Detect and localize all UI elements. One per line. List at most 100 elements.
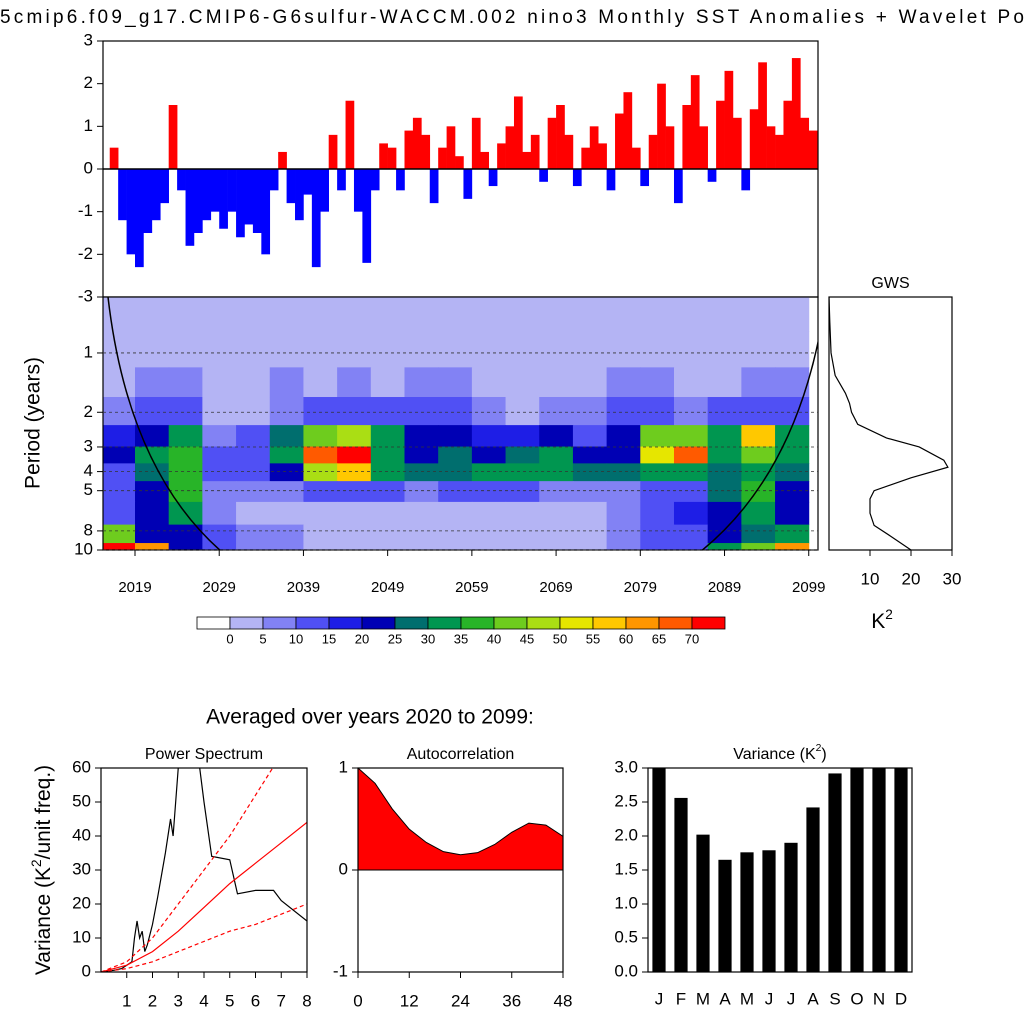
- power-cell: [337, 543, 372, 550]
- colorbar-box: [559, 616, 594, 630]
- figure-title: 5cmip6.f09_g17.CMIP6-G6sulfur-WACCM.002 …: [0, 7, 1024, 28]
- y-tick-label: 40: [72, 825, 91, 844]
- x-tick-label: 4: [199, 991, 208, 1010]
- colorbar-box: [328, 616, 363, 630]
- x-tick-label: 30: [943, 569, 962, 588]
- y-tick-label: 0.5: [614, 927, 638, 946]
- x-axis-label-sup: 2: [885, 607, 893, 622]
- power-cell: [269, 524, 304, 544]
- x-tick-label: N: [873, 989, 885, 1008]
- bar: [118, 169, 127, 221]
- x-tick-label: 3: [174, 991, 183, 1010]
- power-cell: [202, 397, 237, 426]
- power-cell: [606, 481, 641, 503]
- power-cell: [606, 501, 641, 526]
- power-cell: [505, 397, 540, 426]
- x-tick-label: M: [696, 989, 710, 1008]
- power-cell: [471, 543, 507, 550]
- power-cell: [303, 481, 338, 503]
- power-cell: [303, 446, 338, 464]
- x-tick-label: 2059: [455, 579, 488, 596]
- area: [358, 768, 563, 871]
- bar: [471, 117, 481, 169]
- bar: [328, 134, 338, 169]
- power-cell: [168, 481, 203, 503]
- power-cell: [269, 463, 304, 482]
- power-cell: [775, 463, 810, 482]
- colorbar-label: 25: [388, 631, 402, 646]
- x-tick-label: 1: [122, 991, 131, 1010]
- power-cell: [505, 367, 540, 398]
- power-cell: [539, 463, 574, 482]
- power-cell: [775, 331, 810, 368]
- y-tick-label: 20: [72, 893, 91, 912]
- power-cell: [202, 501, 237, 526]
- bar: [219, 169, 228, 229]
- power-cell: [640, 446, 675, 464]
- power-cell: [505, 501, 540, 526]
- y-tick-label: 1: [339, 757, 348, 776]
- power-cell: [236, 446, 271, 464]
- colorbar-box: [262, 616, 297, 630]
- x-tick-label: J: [765, 989, 774, 1008]
- bar: [828, 773, 842, 972]
- power-cell: [404, 297, 439, 332]
- power-cell: [673, 481, 709, 503]
- bar: [718, 859, 732, 972]
- bar: [783, 100, 793, 169]
- x-tick-label: 6: [251, 991, 260, 1010]
- colorbar-label: 5: [259, 631, 266, 646]
- power-cell: [202, 481, 237, 503]
- power-cell: [572, 297, 608, 332]
- power-cell: [505, 331, 540, 368]
- bar: [766, 126, 776, 169]
- y-tick-label: 0.0: [614, 961, 638, 980]
- bar: [699, 126, 708, 169]
- bar: [143, 169, 153, 233]
- power-cell: [337, 397, 372, 426]
- y-axis-label: Period (years): [22, 357, 45, 489]
- x-tick-label: A: [807, 989, 819, 1008]
- power-cell: [103, 481, 136, 503]
- power-cell: [303, 543, 338, 550]
- power-cell: [741, 543, 776, 550]
- power-cell: [135, 297, 170, 332]
- bar: [740, 852, 754, 972]
- power-cell: [438, 331, 473, 368]
- power-cell: [775, 446, 810, 464]
- colorbar-box: [361, 616, 396, 630]
- y-axis-label-text: Variance (K: [32, 867, 55, 975]
- power-cell: [370, 501, 405, 526]
- power-cell: [741, 463, 776, 482]
- x-axis-label: K2: [871, 607, 893, 633]
- bar: [674, 797, 688, 972]
- power-cell: [741, 331, 776, 368]
- bar: [784, 842, 798, 972]
- x-tick-label: 0: [353, 991, 362, 1010]
- power-cell: [370, 297, 405, 332]
- power-cell: [438, 397, 473, 426]
- power-cell: [269, 446, 304, 464]
- bar: [202, 169, 212, 221]
- power-cell: [103, 501, 136, 526]
- colorbar-label: 40: [487, 631, 501, 646]
- y-tick-label: 0: [82, 961, 91, 980]
- bar: [396, 169, 405, 191]
- bar: [303, 169, 313, 195]
- colorbar-label: 20: [355, 631, 369, 646]
- power-cell: [673, 446, 709, 464]
- coi-right: [701, 338, 818, 550]
- power-cell: [505, 463, 540, 482]
- power-cell: [606, 463, 641, 482]
- power-cell: [168, 446, 203, 464]
- y-axis-label-sup: 2: [29, 859, 44, 867]
- bar: [227, 169, 237, 212]
- power-cell: [135, 463, 170, 482]
- power-cell: [539, 481, 574, 503]
- power-cell: [707, 397, 742, 426]
- bar: [236, 169, 245, 238]
- panel-title-text: Autocorrelation: [407, 746, 515, 763]
- power-cell: [135, 524, 170, 544]
- power-cell: [103, 367, 136, 398]
- power-cell: [168, 297, 203, 332]
